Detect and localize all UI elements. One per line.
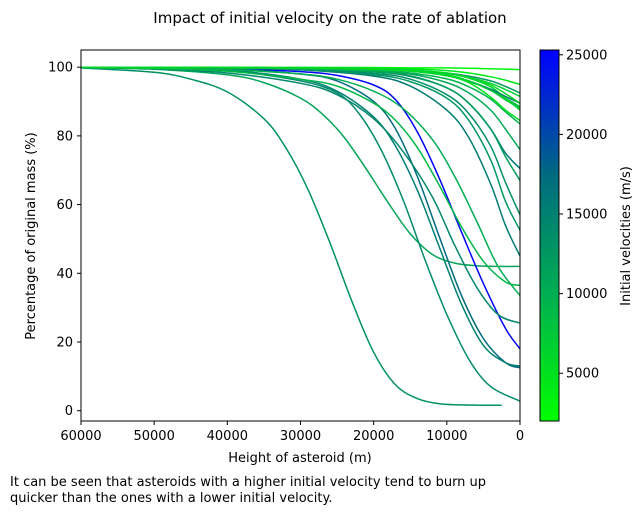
y-tick-label: 20 xyxy=(56,335,73,350)
colorbar-ticks: 5000 10000 15000 20000 25000 xyxy=(559,48,607,382)
caption: It can be seen that asteroids with a hig… xyxy=(10,475,630,507)
colorbar-tick-label: 20000 xyxy=(566,128,607,143)
plot-frame xyxy=(80,49,521,422)
chart-title: Impact of initial velocity on the rate o… xyxy=(153,9,506,27)
colorbar xyxy=(539,49,560,422)
y-tick-label: 80 xyxy=(56,129,73,144)
y-tick-label: 100 xyxy=(48,61,73,76)
series-line-6 xyxy=(81,66,520,324)
x-tick-label: 60000 xyxy=(60,429,101,444)
colorbar-tick-label: 10000 xyxy=(566,287,607,302)
x-axis-label: Height of asteroid (m) xyxy=(228,451,371,466)
x-tick-label: 0 xyxy=(516,429,524,444)
series-line-2 xyxy=(81,67,520,268)
x-tick-label: 10000 xyxy=(426,429,467,444)
series-line-10 xyxy=(81,66,520,257)
x-tick-label: 50000 xyxy=(133,429,174,444)
colorbar-tick-label: 5000 xyxy=(566,367,599,382)
x-tick-label: 20000 xyxy=(353,429,394,444)
series-line-14 xyxy=(81,66,520,181)
y-tick-label: 0 xyxy=(65,404,73,419)
series-line-26 xyxy=(81,66,520,104)
x-tick-label: 30000 xyxy=(280,429,321,444)
series-line-9 xyxy=(81,66,520,297)
y-axis-label: Percentage of original mass (%) xyxy=(24,132,39,339)
series-line-5 xyxy=(81,66,520,367)
caption-line-1: It can be seen that asteroids with a hig… xyxy=(10,475,487,490)
series-line-4 xyxy=(81,66,520,369)
x-tick-label: 40000 xyxy=(207,429,248,444)
colorbar-tick-label: 15000 xyxy=(566,208,607,223)
colorbar-tick-label: 25000 xyxy=(566,48,607,63)
y-axis-ticks: 0 20 40 60 80 100 xyxy=(48,61,81,419)
y-tick-label: 60 xyxy=(56,198,73,213)
series-line-3 xyxy=(81,66,520,350)
series-line-12 xyxy=(81,66,520,216)
colorbar-label: Initial velocities (m/s) xyxy=(619,166,634,306)
y-tick-label: 40 xyxy=(56,267,73,282)
series-line-1 xyxy=(81,67,502,406)
series-line-8 xyxy=(81,66,520,287)
series-layer xyxy=(81,66,520,406)
caption-line-2: quicker than the ones with a lower initi… xyxy=(10,491,333,506)
x-axis-ticks: 60000 50000 40000 30000 20000 10000 0 xyxy=(60,421,524,444)
